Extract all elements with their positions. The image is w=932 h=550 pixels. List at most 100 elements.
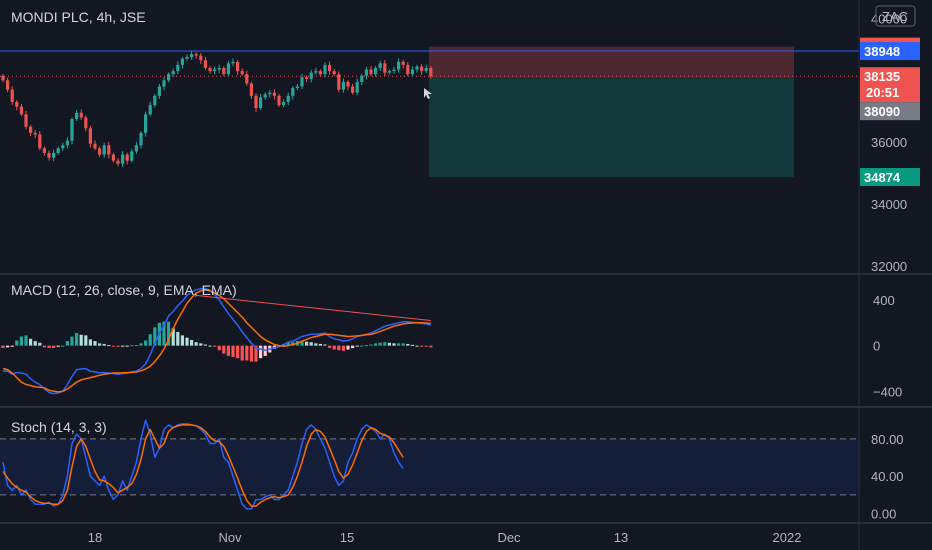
candle (314, 71, 318, 73)
macd-histogram-bar (318, 343, 322, 346)
candle (328, 64, 332, 72)
macd-histogram-bar (1, 345, 5, 348)
stoch-axis-tick: 80.00 (871, 432, 904, 447)
price-axis-tick: 32000 (871, 259, 907, 274)
macd-histogram-bar (79, 334, 83, 346)
stoch-k-line (2, 419, 404, 510)
candle (162, 80, 166, 87)
candle (263, 94, 267, 98)
macd-histogram-bar (305, 341, 309, 346)
macd-histogram-bar (139, 343, 143, 346)
candle (42, 148, 46, 153)
candle (406, 64, 410, 75)
macd-histogram-bar (240, 345, 244, 361)
candle (424, 68, 428, 72)
candle (374, 68, 378, 75)
macd-histogram-bar (369, 344, 373, 346)
candle (213, 69, 217, 72)
macd-histogram-bar (180, 335, 184, 346)
macd-histogram-bar (323, 344, 327, 346)
macd-histogram-bar (410, 344, 414, 346)
macd-histogram-bar (167, 321, 171, 346)
macd-histogram-bar (226, 345, 230, 356)
price-axis-tick: 40000 (871, 12, 907, 27)
macd-histogram-bar (47, 345, 51, 348)
macd-histogram-bar (111, 345, 115, 347)
candle (6, 80, 10, 90)
candle (203, 60, 207, 68)
chart-title: MONDI PLC, 4h, JSE (11, 9, 146, 25)
entry-price-label: 38090 (864, 104, 900, 119)
candle (397, 61, 401, 70)
candle (88, 128, 92, 144)
candle (134, 145, 138, 152)
macd-histogram-bar (194, 342, 198, 346)
macd-histogram-bar (56, 345, 60, 347)
candle (61, 145, 65, 149)
candle (295, 86, 299, 89)
candle (56, 148, 60, 153)
candle (107, 145, 111, 155)
time-axis-tick: 15 (340, 530, 354, 545)
candle (29, 126, 33, 133)
macd-histogram-bar (236, 345, 240, 359)
candle (180, 58, 184, 65)
candle (70, 119, 74, 141)
candle (364, 69, 368, 76)
candle (378, 63, 382, 68)
candle (245, 74, 249, 84)
candle (111, 154, 115, 161)
candle (420, 66, 424, 72)
macd-histogram-bar (144, 340, 148, 346)
candle (346, 81, 350, 87)
countdown-label: 20:51 (866, 85, 899, 100)
candle (98, 148, 102, 155)
candle (309, 72, 313, 79)
macd-histogram-bar (351, 345, 355, 349)
time-axis-tick: 13 (614, 530, 628, 545)
candle (415, 66, 419, 70)
candle (401, 61, 405, 65)
candle (249, 83, 253, 96)
candle (300, 77, 304, 87)
candle (208, 68, 212, 72)
target-price-label-box (860, 167, 920, 186)
macd-histogram-bar (208, 345, 212, 347)
candle (259, 97, 263, 109)
macd-histogram-bar (121, 345, 125, 347)
candle (148, 105, 152, 115)
candle (429, 68, 433, 77)
candle (1, 75, 5, 81)
macd-divergence-trendline (196, 294, 431, 322)
candle (355, 81, 359, 93)
last-price-box (860, 67, 920, 103)
macd-histogram-bar (190, 339, 194, 346)
candle (84, 117, 88, 129)
macd-histogram-bar (213, 345, 217, 347)
macd-histogram-bar (52, 345, 56, 348)
macd-histogram-bar (401, 343, 405, 346)
macd-histogram-bar (75, 333, 79, 346)
candle (75, 112, 79, 119)
macd-histogram-bar (148, 334, 152, 346)
macd-histogram-bar (130, 345, 134, 347)
candle (291, 88, 295, 96)
candle (199, 55, 203, 61)
macd-histogram-bar (217, 345, 221, 351)
macd-histogram-bar (176, 331, 180, 346)
currency-selector[interactable]: ZAC (875, 5, 916, 27)
candle (360, 75, 364, 82)
macd-histogram-bar (203, 344, 207, 346)
candle (254, 95, 258, 109)
candle (272, 92, 276, 96)
candle (387, 71, 391, 73)
candle (52, 153, 56, 158)
stoch-indicator-title: Stoch (14, 3, 3) (11, 419, 107, 435)
candle (24, 114, 28, 127)
macd-axis-tick: 0 (873, 339, 880, 354)
macd-histogram-bar (383, 342, 387, 346)
candle (337, 74, 341, 90)
candle (277, 95, 281, 106)
macd-histogram-bar (254, 345, 258, 362)
